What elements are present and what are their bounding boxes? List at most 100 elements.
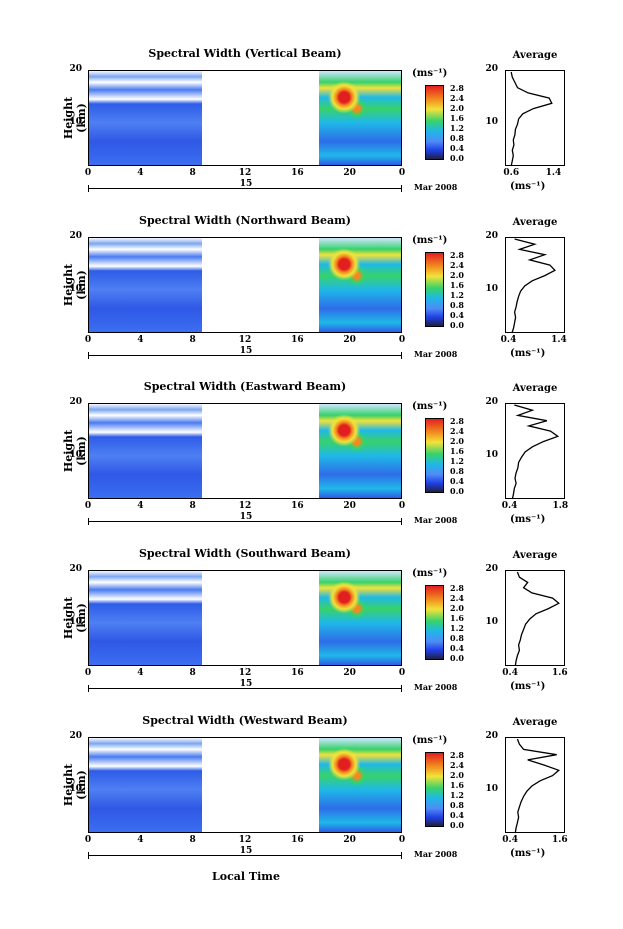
heatmap-segment-late bbox=[319, 571, 401, 665]
x-tick-label: 20 bbox=[343, 668, 356, 678]
y-tick-label: 10 bbox=[69, 617, 82, 628]
colorbar bbox=[425, 252, 444, 327]
average-title: Average bbox=[512, 717, 558, 728]
colorbar-tick: 0.0 bbox=[450, 486, 464, 496]
average-y-tick: 10 bbox=[485, 784, 498, 795]
average-x-tick: 0.4 bbox=[502, 668, 518, 678]
average-plot bbox=[505, 70, 565, 167]
colorbar-tick: 0.0 bbox=[450, 653, 464, 663]
chart-title: Spectral Width (Vertical Beam) bbox=[148, 47, 342, 60]
day-label: 15 bbox=[239, 512, 253, 522]
x-tick-label: 12 bbox=[238, 501, 252, 511]
x-tick-label: 4 bbox=[137, 835, 144, 845]
colorbar-tick: 2.4 bbox=[450, 426, 464, 436]
colorbar-tick: 2.8 bbox=[450, 583, 464, 593]
average-y-tick: 20 bbox=[485, 231, 498, 241]
chart-panel: Spectral Width (Southward Beam) Height (k… bbox=[0, 547, 623, 716]
chart-panel: Spectral Width (Eastward Beam) Height (km… bbox=[0, 380, 623, 549]
colorbar-tick: 2.8 bbox=[450, 416, 464, 426]
average-title: Average bbox=[512, 383, 558, 394]
x-tick-label: 0 bbox=[84, 501, 92, 511]
x-tick-label: 8 bbox=[189, 835, 196, 845]
colorbar-tick: 2.0 bbox=[450, 103, 464, 113]
average-profile-svg bbox=[510, 71, 553, 167]
colorbar-tick: 1.2 bbox=[450, 456, 464, 466]
average-x-tick: 1.4 bbox=[551, 335, 567, 345]
colorbar-unit: (ms⁻¹) bbox=[412, 401, 448, 412]
x-tick-label: 0 bbox=[398, 835, 406, 845]
average-x-unit: (ms⁻¹) bbox=[510, 181, 546, 192]
colorbar-tick: 2.0 bbox=[450, 770, 464, 780]
colorbar-tick: 1.6 bbox=[450, 280, 464, 290]
average-y-tick: 20 bbox=[485, 564, 498, 574]
colorbar-tick: 0.8 bbox=[450, 300, 464, 310]
x-tick-label: 12 bbox=[238, 335, 252, 345]
x-tick-label: 8 bbox=[189, 668, 196, 678]
average-x-tick: 1.6 bbox=[552, 835, 568, 845]
month-label: Mar 2008 bbox=[414, 849, 458, 859]
colorbar-tick: 2.0 bbox=[450, 436, 464, 446]
colorbar-tick: 0.8 bbox=[450, 133, 464, 143]
colorbar-tick: 2.4 bbox=[450, 93, 464, 103]
colorbar-tick: 2.8 bbox=[450, 750, 464, 760]
average-profile-svg bbox=[514, 571, 560, 667]
heatmap-plot bbox=[88, 70, 402, 166]
average-y-tick: 20 bbox=[485, 397, 498, 407]
x-tick-label: 4 bbox=[137, 168, 144, 178]
x-tick-label: 12 bbox=[238, 168, 252, 178]
colorbar-tick: 0.8 bbox=[450, 633, 464, 643]
month-label: Mar 2008 bbox=[414, 349, 458, 359]
average-title: Average bbox=[512, 50, 558, 61]
y-tick-label: 10 bbox=[69, 450, 82, 461]
colorbar-tick: 0.4 bbox=[450, 310, 464, 320]
x-tick-label: 0 bbox=[84, 168, 92, 178]
average-x-unit: (ms⁻¹) bbox=[510, 348, 546, 359]
average-profile-line bbox=[510, 71, 553, 167]
x-tick-label: 20 bbox=[343, 168, 356, 178]
colorbar bbox=[425, 752, 444, 827]
colorbar-tick: 0.4 bbox=[450, 810, 464, 820]
colorbar-unit: (ms⁻¹) bbox=[412, 68, 448, 79]
average-x-tick: 0.4 bbox=[500, 335, 517, 345]
colorbar-tick: 0.0 bbox=[450, 320, 464, 330]
average-x-unit: (ms⁻¹) bbox=[510, 848, 546, 859]
colorbar-tick: 2.4 bbox=[450, 260, 464, 270]
average-x-tick: 0.4 bbox=[502, 835, 518, 845]
average-plot bbox=[505, 403, 565, 500]
heatmap-segment-late bbox=[319, 738, 401, 832]
colorbar-tick: 0.4 bbox=[450, 143, 464, 153]
average-y-tick: 10 bbox=[485, 617, 498, 628]
average-y-tick: 20 bbox=[485, 64, 498, 74]
average-y-tick: 10 bbox=[485, 117, 498, 128]
heatmap-segment-early bbox=[89, 71, 202, 165]
heatmap-segment-late bbox=[319, 71, 401, 165]
x-tick-label: 0 bbox=[398, 335, 406, 345]
x-tick-label: 0 bbox=[398, 668, 406, 678]
average-x-tick: 0.4 bbox=[501, 501, 518, 511]
average-plot bbox=[505, 570, 565, 667]
average-x-tick: 0.6 bbox=[503, 168, 520, 178]
x-tick-label: 16 bbox=[291, 501, 304, 511]
average-plot bbox=[505, 237, 565, 334]
colorbar-tick: 0.0 bbox=[450, 153, 464, 163]
month-label: Mar 2008 bbox=[414, 182, 458, 192]
chart-title: Spectral Width (Southward Beam) bbox=[138, 547, 352, 560]
average-y-tick: 20 bbox=[485, 731, 498, 741]
heatmap-plot bbox=[88, 570, 402, 666]
colorbar bbox=[425, 585, 444, 660]
colorbar-tick: 1.6 bbox=[450, 446, 464, 456]
day-axis-line bbox=[88, 852, 402, 859]
heatmap-segment-late bbox=[319, 238, 401, 332]
average-plot bbox=[505, 737, 565, 834]
colorbar-tick: 2.4 bbox=[450, 760, 464, 770]
heatmap-plot bbox=[88, 237, 402, 333]
colorbar-tick: 2.0 bbox=[450, 603, 464, 613]
chart-title: Spectral Width (Eastward Beam) bbox=[143, 380, 347, 393]
colorbar-tick: 2.0 bbox=[450, 270, 464, 280]
x-axis-title: Local Time bbox=[212, 870, 280, 883]
colorbar-tick: 1.6 bbox=[450, 113, 464, 123]
day-label: 15 bbox=[239, 346, 253, 356]
colorbar bbox=[425, 85, 444, 160]
average-profile-line bbox=[514, 571, 560, 667]
colorbar-tick: 1.6 bbox=[450, 613, 464, 623]
